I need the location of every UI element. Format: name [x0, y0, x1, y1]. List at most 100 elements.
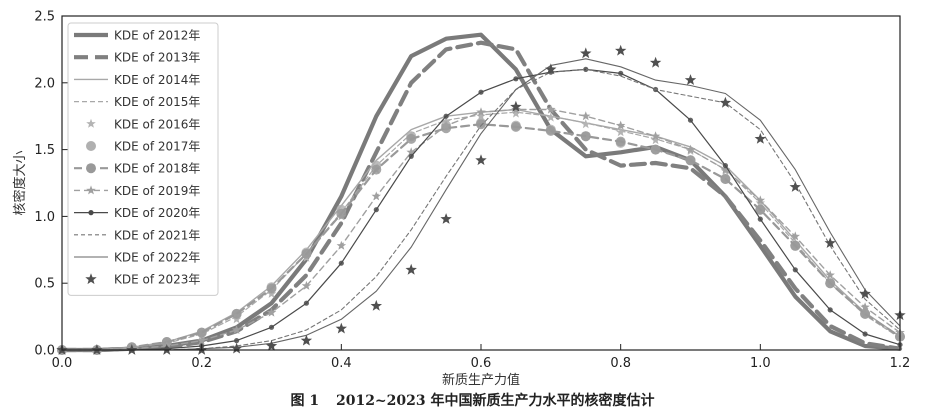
- series-point: [335, 322, 347, 334]
- series-point: [265, 340, 278, 351]
- series-point: [513, 76, 519, 82]
- series-point: [825, 278, 836, 289]
- series-point: [615, 136, 626, 147]
- series-point: [405, 263, 417, 275]
- legend-label: KDE of 2018年: [114, 162, 200, 176]
- legend-marker: [86, 185, 96, 195]
- series-point: [546, 104, 556, 114]
- series-point: [790, 240, 801, 251]
- series-point: [443, 113, 449, 119]
- series-point: [792, 267, 798, 273]
- series-point: [371, 164, 382, 175]
- series-point: [406, 133, 417, 144]
- x-axis-title: 新质生产力值: [442, 372, 520, 388]
- x-tick-label: 0.8: [610, 356, 631, 371]
- series-point: [757, 216, 763, 222]
- series-point: [440, 213, 452, 224]
- series-point: [370, 299, 382, 311]
- y-tick-label: 2.0: [34, 76, 55, 91]
- legend-marker: [86, 118, 96, 128]
- series-point: [581, 119, 591, 129]
- series-point: [303, 300, 309, 306]
- series-point: [336, 208, 347, 219]
- legend-label: KDE of 2014年: [114, 73, 200, 87]
- series-point: [581, 111, 591, 121]
- series-point: [476, 119, 486, 130]
- legend-marker: [88, 210, 94, 216]
- series-point: [196, 335, 207, 345]
- x-tick-label: 0.2: [191, 356, 212, 371]
- series-point: [755, 204, 766, 215]
- series-point: [546, 112, 556, 122]
- series-point: [719, 96, 732, 108]
- legend-label: KDE of 2015年: [114, 95, 200, 109]
- legend-label: KDE of 2017年: [114, 140, 200, 154]
- series-point: [685, 155, 696, 166]
- series-point: [754, 132, 766, 144]
- series-point: [268, 324, 275, 330]
- legend-marker: [85, 273, 97, 285]
- x-tick-label: 1.0: [750, 356, 771, 371]
- series-point: [406, 147, 416, 157]
- series-point: [545, 125, 556, 136]
- legend-label: KDE of 2013年: [114, 51, 200, 65]
- series-point: [231, 325, 242, 334]
- series-point: [441, 120, 451, 130]
- legend-label: KDE of 2022年: [114, 251, 200, 265]
- series-point: [618, 70, 624, 76]
- series-point: [790, 231, 800, 241]
- figure-caption: 图 1 2012~2023 年中国新质生产力水平的核密度估计: [0, 390, 945, 410]
- series-point: [580, 131, 591, 142]
- legend-label: KDE of 2012年: [114, 29, 200, 43]
- x-axis: 0.0 0.2 0.4 0.6 0.8 1.0 1.2: [52, 344, 911, 371]
- kde-chart: 0.0 0.2 0.4 0.6 0.8 1.0 1.2 0.0 0.5 1.0 1.5 2.0 2.5…: [12, 10, 911, 389]
- series-point: [476, 107, 486, 117]
- series-point: [300, 334, 313, 346]
- series-point: [510, 121, 521, 132]
- legend-marker: [86, 141, 96, 151]
- series-point: [615, 120, 626, 130]
- series-point: [408, 153, 414, 159]
- series-point: [650, 144, 661, 155]
- series-point: [371, 191, 381, 201]
- legend-label: KDE of 2023年: [114, 273, 200, 287]
- legend-label: KDE of 2016年: [114, 117, 200, 131]
- series-point: [649, 56, 662, 68]
- legend-label: KDE of 2019年: [114, 184, 200, 198]
- series-point: [266, 307, 277, 317]
- series-point: [475, 154, 487, 166]
- figure-caption-text: 2012~2023 年中国新质生产力水平的核密度估计: [335, 393, 655, 409]
- y-axis: 0.0 0.5 1.0 1.5 2.0 2.5: [34, 10, 68, 359]
- series-point: [720, 174, 731, 184]
- series-point: [510, 100, 522, 112]
- series-point: [860, 302, 870, 312]
- series-point: [478, 89, 484, 95]
- series-point: [511, 108, 521, 118]
- series-point: [336, 240, 347, 250]
- y-tick-label: 1.0: [34, 210, 55, 225]
- series-point: [789, 181, 801, 192]
- series-point: [476, 111, 486, 121]
- series-point: [196, 327, 207, 338]
- series-point: [338, 260, 344, 266]
- series-point: [583, 66, 589, 72]
- series-point: [615, 127, 626, 137]
- series-point: [650, 131, 661, 141]
- legend-marker: [86, 163, 96, 174]
- series-point: [580, 47, 592, 59]
- series-point: [301, 248, 312, 259]
- series-point: [231, 308, 242, 319]
- series-point: [720, 164, 731, 174]
- series-point: [862, 331, 868, 337]
- series-point: [860, 308, 871, 319]
- series-point: [722, 163, 729, 169]
- legend: KDE of 2012年 KDE of 2013年 KDE of 2014年 KDE …: [67, 22, 219, 296]
- x-tick-label: 1.2: [890, 356, 911, 371]
- figure-label: 图 1: [290, 393, 320, 409]
- series-point: [824, 237, 836, 248]
- series-point: [825, 270, 835, 280]
- y-axis-title: 核密度大小: [12, 150, 28, 215]
- series-point: [755, 195, 766, 205]
- y-tick-label: 0.5: [34, 277, 55, 292]
- legend-label: KDE of 2020年: [114, 206, 200, 220]
